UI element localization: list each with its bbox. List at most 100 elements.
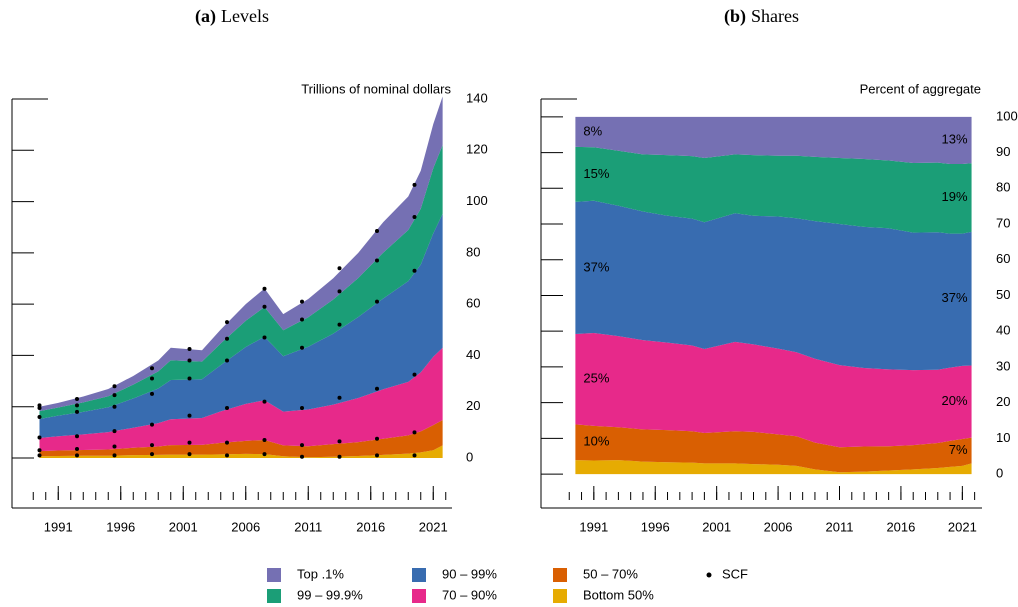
- y-tick-label: 40: [466, 347, 480, 362]
- y-tick-label: 20: [466, 398, 480, 413]
- x-tick-label: 2001: [702, 519, 731, 534]
- value-label: 8%: [583, 123, 602, 138]
- panel-label: (a): [195, 6, 216, 27]
- legend-label: 50 – 70%: [583, 566, 638, 581]
- panel-title-text: Levels: [221, 6, 269, 26]
- scf-point: [225, 440, 229, 445]
- y-tick-label: 10: [996, 430, 1010, 445]
- scf-point: [412, 372, 417, 377]
- y-tick-label: 20: [996, 394, 1010, 409]
- panel-title-text: Shares: [751, 6, 799, 26]
- y-tick-label: 50: [996, 287, 1010, 302]
- scf-point: [37, 414, 42, 419]
- scf-point: [300, 454, 304, 459]
- value-label: 10%: [583, 434, 609, 449]
- area: [39, 145, 443, 420]
- value-label: 13%: [942, 132, 968, 147]
- legend-marker: [706, 572, 712, 578]
- scf-point: [262, 304, 267, 309]
- area: [575, 146, 972, 234]
- scf-point: [112, 453, 117, 458]
- legend-swatch: [412, 589, 426, 603]
- scf-point: [37, 453, 42, 458]
- scf-point: [75, 434, 79, 439]
- value-label: 20%: [942, 393, 968, 408]
- area: [39, 347, 443, 452]
- scf-point: [150, 422, 154, 427]
- scf-point: [150, 391, 154, 396]
- scf-point: [187, 347, 192, 352]
- legend-label: Top .1%: [297, 566, 344, 581]
- scf-point: [412, 453, 417, 458]
- y-tick-label: 0: [466, 449, 473, 464]
- y-tick-label: 80: [466, 244, 480, 259]
- scf-point: [300, 345, 304, 350]
- legend-label: Bottom 50%: [583, 587, 654, 602]
- value-label: 25%: [583, 371, 609, 386]
- scf-point: [337, 454, 342, 459]
- scf-point: [225, 405, 229, 410]
- scf-point: [375, 453, 379, 458]
- scf-point: [262, 399, 267, 404]
- x-tick-label: 2011: [826, 519, 854, 534]
- x-tick-label: 2001: [169, 519, 198, 534]
- scf-point: [150, 452, 154, 457]
- area: [39, 96, 443, 412]
- legend-swatch: [267, 589, 281, 603]
- scf-point: [150, 376, 154, 381]
- panel-label: (b): [724, 6, 746, 27]
- y-tick-label: 60: [996, 251, 1010, 266]
- legend-swatch: [553, 589, 567, 603]
- y-tick-label: 30: [996, 358, 1010, 373]
- value-label: 37%: [583, 259, 609, 274]
- y-tick-label: 100: [996, 108, 1018, 123]
- legend-swatch: [553, 568, 567, 582]
- y-tick-label: 100: [466, 193, 488, 208]
- x-tick-label: 2006: [764, 519, 793, 534]
- panel-title: (b) Shares: [724, 6, 799, 27]
- scf-point: [112, 429, 117, 434]
- value-label: 15%: [583, 166, 609, 181]
- scf-point: [375, 436, 379, 441]
- scf-point: [412, 182, 417, 187]
- legend-label: SCF: [722, 566, 748, 581]
- area: [575, 332, 972, 448]
- scf-point: [187, 452, 192, 457]
- value-label: 19%: [942, 189, 968, 204]
- y-tick-label: 40: [996, 323, 1010, 338]
- scf-point: [75, 403, 79, 408]
- y-axis-title: Percent of aggregate: [860, 81, 981, 96]
- x-tick-label: 2006: [231, 519, 260, 534]
- scf-point: [225, 320, 229, 325]
- panel-title: (a) Levels: [195, 6, 269, 27]
- x-tick-label: 1991: [44, 519, 73, 534]
- scf-point: [150, 443, 154, 448]
- scf-point: [37, 403, 42, 408]
- scf-point: [187, 358, 192, 363]
- scf-point: [337, 266, 342, 271]
- x-tick-label: 2016: [356, 519, 385, 534]
- scf-point: [375, 229, 379, 234]
- scf-point: [112, 384, 117, 389]
- y-tick-label: 80: [996, 180, 1010, 195]
- x-tick-label: 2016: [886, 519, 915, 534]
- value-label: 37%: [942, 290, 968, 305]
- scf-point: [75, 409, 79, 414]
- legend-swatch: [267, 568, 281, 582]
- x-tick-label: 1996: [641, 519, 670, 534]
- scf-point: [150, 366, 154, 371]
- scf-point: [375, 386, 379, 391]
- scf-point: [187, 440, 192, 445]
- scf-point: [337, 322, 342, 327]
- scf-point: [337, 439, 342, 444]
- scf-point: [262, 438, 267, 443]
- legend-label: 90 – 99%: [442, 566, 497, 581]
- area: [575, 460, 972, 475]
- area: [39, 445, 443, 458]
- scf-point: [112, 404, 117, 409]
- x-tick-label: 1991: [579, 519, 608, 534]
- scf-point: [262, 452, 267, 457]
- y-tick-label: 0: [996, 466, 1003, 481]
- scf-point: [412, 268, 417, 273]
- area: [39, 213, 443, 438]
